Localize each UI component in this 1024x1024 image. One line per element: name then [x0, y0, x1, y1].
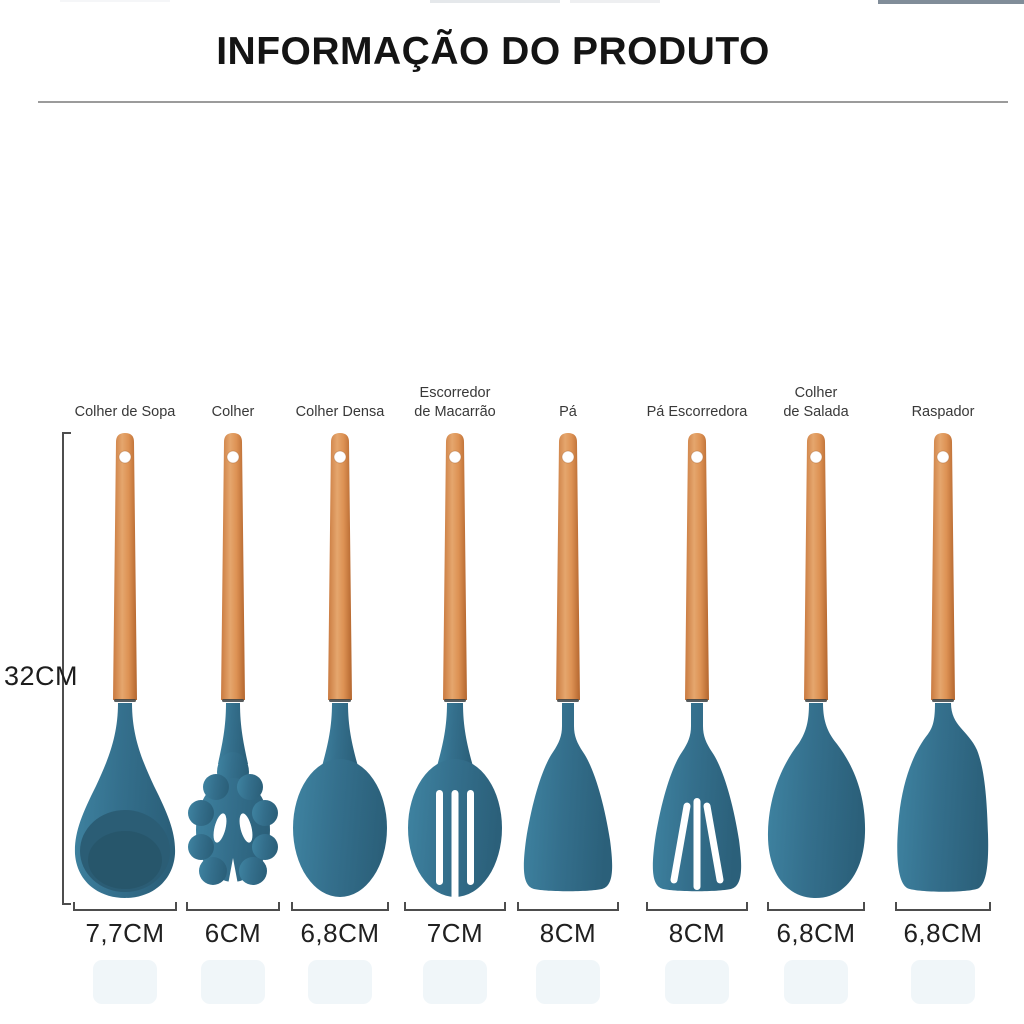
utensil-column-scraper: Raspador 6,8CM [883, 376, 1003, 949]
width-dimension-bracket [895, 902, 991, 911]
width-dimension-bracket [517, 902, 619, 911]
utensil-width: 7CM [426, 918, 484, 948]
slotted-spoon-illustration [408, 433, 502, 900]
scraper-illustration [897, 433, 989, 892]
utensil-column-salad-spoon: Colher de Salada 6,8CM [756, 376, 876, 949]
solid-spoon-illustration [293, 433, 387, 897]
height-dimension-label: 32CM [4, 661, 79, 691]
width-dimension-bracket [404, 902, 506, 911]
width-dimension-bracket [646, 902, 748, 911]
utensil-width: 8CM [668, 918, 726, 948]
utensil-name: Colher [211, 404, 255, 421]
bottom-crop-ghost [201, 960, 265, 1004]
width-dimension-bracket [186, 902, 280, 911]
utensil-name: Pá Escorredora [646, 404, 748, 421]
bottom-crop-ghost [784, 960, 848, 1004]
utensil-width: 6,8CM [300, 918, 380, 948]
utensil-name: Pá [559, 404, 577, 421]
salad-spoon-illustration [767, 433, 866, 899]
utensil-column-soup-ladle: Colher de Sopa 7,7CM [65, 376, 185, 949]
header-divider [38, 101, 1008, 103]
slotted-turner-illustration [652, 433, 742, 892]
spaghetti-server-illustration [188, 433, 278, 890]
utensil-name: Escorredor de Macarrão [414, 385, 496, 421]
utensil-name: Colher de Sopa [74, 404, 176, 421]
width-dimension-bracket [291, 902, 389, 911]
soup-ladle-illustration [74, 433, 176, 898]
utensil-column-spaghetti-server: Colher 6CM [173, 376, 293, 949]
bottom-crop-ghost [665, 960, 729, 1004]
utensil-column-solid-spoon: Colher Densa 6,8CM [280, 376, 400, 949]
utensil-name: Colher Densa [295, 404, 385, 421]
page-title: INFORMAÇÃO DO PRODUTO [216, 30, 770, 73]
height-dimension-bracket [62, 432, 71, 905]
top-edge-smudge [60, 0, 170, 2]
utensil-width: 6,8CM [776, 918, 856, 948]
top-edge-smudge [430, 0, 560, 3]
bottom-crop-ghost [308, 960, 372, 1004]
bottom-crop-ghost [423, 960, 487, 1004]
top-edge-crop-artifact [878, 0, 1024, 4]
utensil-width: 6,8CM [903, 918, 983, 948]
utensil-column-slotted-turner: Pá Escorredora 8CM [637, 376, 757, 949]
utensil-width: 6CM [204, 918, 262, 948]
header: INFORMAÇÃO DO PRODUTO [0, 0, 1024, 74]
bottom-crop-ghost [536, 960, 600, 1004]
bottom-crop-ghost [911, 960, 975, 1004]
utensil-width: 8CM [539, 918, 597, 948]
utensil-width: 7,7CM [85, 918, 165, 948]
width-dimension-bracket [73, 902, 177, 911]
utensil-name: Colher de Salada [783, 385, 849, 421]
utensil-name: Raspador [911, 404, 975, 421]
solid-turner-illustration [523, 433, 613, 892]
top-edge-smudge [570, 0, 660, 3]
utensil-column-slotted-spoon: Escorredor de Macarrão 7CM [395, 376, 515, 949]
bottom-crop-ghost [93, 960, 157, 1004]
utensil-column-solid-turner: Pá 8CM [508, 376, 628, 949]
width-dimension-bracket [767, 902, 865, 911]
